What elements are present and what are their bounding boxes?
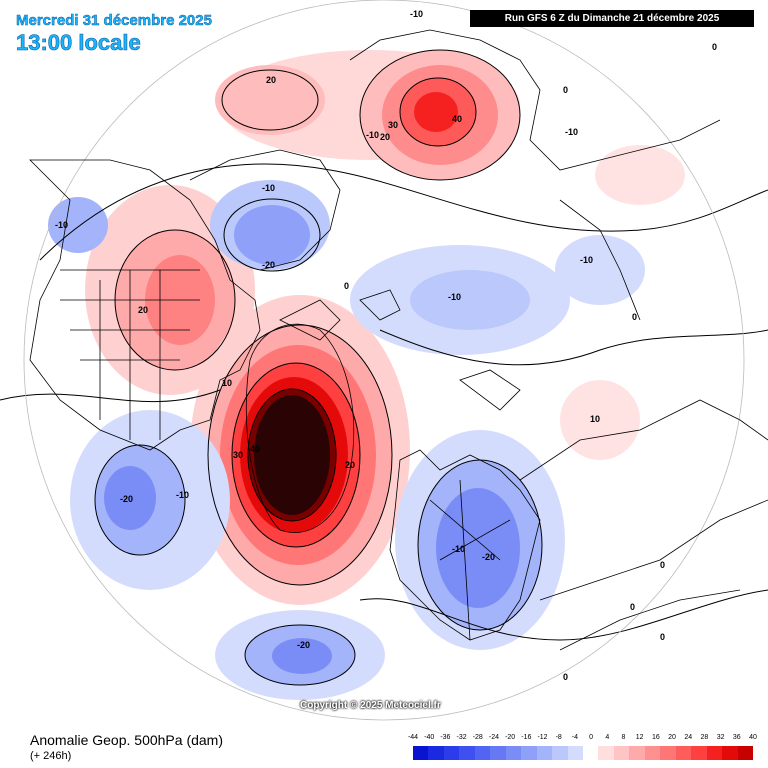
contour-label: -10	[55, 220, 68, 230]
contour-label: -10	[580, 255, 593, 265]
contour-label: -20	[262, 260, 275, 270]
contour-label: -10	[452, 544, 465, 554]
color-scale-tick: -4	[571, 734, 579, 741]
color-scale-tick: -8	[555, 734, 562, 741]
color-scale-swatch	[521, 746, 537, 760]
color-scale-tick: -36	[440, 734, 451, 741]
color-scale-swatch	[413, 746, 429, 760]
contour-label: 40	[452, 114, 462, 124]
contour-label: 10	[222, 378, 232, 388]
contour-label: -20	[120, 494, 133, 504]
color-scale-swatch	[459, 746, 475, 760]
contour-label: 0	[712, 42, 717, 52]
contour-label: 0	[563, 672, 568, 682]
contour-label: 30	[233, 450, 243, 460]
color-scale-tick: 16	[651, 734, 660, 741]
contour-label: 30	[388, 120, 398, 130]
color-scale-tick: 0	[589, 734, 594, 741]
contour-label: -10	[410, 9, 423, 19]
color-scale-tick: 40	[749, 734, 757, 741]
contour-label: 0	[344, 281, 349, 291]
color-scale: -44 -40 -36 -32 -28 -24 -20 -16 -12 -8 -4 0 4 8 12 16 20…	[408, 734, 757, 764]
color-scale-tick: -12	[537, 734, 548, 741]
color-scale-tick: -40	[424, 734, 435, 741]
color-scale-tick: -28	[472, 734, 483, 741]
color-scale-swatch	[706, 746, 723, 760]
color-scale-swatch	[428, 746, 444, 760]
color-scale-swatch	[552, 746, 568, 760]
color-scale-tick: 20	[668, 734, 676, 741]
color-scale-swatch	[598, 746, 614, 760]
copyright: Copyright © 2025 Meteociel.fr	[300, 700, 441, 711]
color-scale-swatch	[737, 746, 753, 760]
color-scale-swatch	[660, 746, 676, 760]
contour-label: 20	[380, 132, 390, 142]
color-scale-tick: -32	[456, 734, 467, 741]
color-scale-swatch	[644, 746, 661, 760]
color-scale-swatch	[567, 746, 583, 760]
color-scale-tick: 8	[621, 734, 626, 741]
contour-label: -10	[448, 292, 461, 302]
color-scale-swatch	[443, 746, 460, 760]
contour-label: -10	[565, 127, 578, 137]
color-scale-swatch	[474, 746, 491, 760]
contour-label: 10	[590, 414, 600, 424]
color-scale-tick: -24	[488, 734, 499, 741]
color-scale-swatch	[722, 746, 738, 760]
contour-label: -10	[176, 490, 189, 500]
color-scale-tick: 4	[605, 734, 610, 741]
color-scale-tick: 24	[684, 734, 693, 741]
legend-subtitle: (+ 246h)	[30, 750, 72, 762]
contour-label: 0	[660, 560, 665, 570]
color-scale-swatch	[490, 746, 506, 760]
contour-label: 20	[345, 460, 355, 470]
contour-label: 0	[660, 632, 665, 642]
color-scale-tick: -16	[521, 734, 532, 741]
coastlines	[23, 0, 768, 721]
contour-label: 0	[563, 85, 568, 95]
contour-label: 0	[630, 602, 635, 612]
anomaly-map: -10 -10 20 30 40 -10 20 0 -10 -10 -20 20…	[0, 0, 768, 721]
forecast-time: 13:00 locale	[16, 30, 141, 56]
contour-label: 20	[138, 305, 148, 315]
anomaly-fills	[48, 50, 685, 700]
legend-title: Anomalie Geop. 500hPa (dam)	[30, 732, 223, 748]
color-scale-tick: 12	[635, 734, 644, 741]
contour-label: 0	[632, 312, 637, 322]
contour-label: 20	[266, 75, 276, 85]
run-info: Run GFS 6 Z du Dimanche 21 décembre 2025	[470, 10, 754, 27]
color-scale-swatch	[613, 746, 630, 760]
color-scale-tick: -20	[505, 734, 516, 741]
color-scale-swatch	[629, 746, 645, 760]
contour-labels: -10 -10 20 30 40 -10 20 0 -10 -10 -20 20…	[55, 9, 717, 682]
color-scale-tick: 36	[732, 734, 741, 741]
contour-label: -20	[482, 552, 495, 562]
contour-label: -10	[366, 130, 379, 140]
contour-label: 40	[250, 444, 260, 454]
color-scale-tick: -44	[407, 734, 419, 741]
color-scale-tick: 28	[700, 734, 709, 741]
contour-label: -20	[297, 640, 310, 650]
contour-label: -10	[262, 183, 275, 193]
color-scale-tick: 32	[716, 734, 725, 741]
color-scale-bar	[413, 746, 753, 760]
color-scale-labels: -44 -40 -36 -32 -28 -24 -20 -16 -12 -8 -4 0 4 8 12 16 20…	[408, 734, 757, 744]
color-scale-swatch	[505, 746, 522, 760]
color-scale-swatch	[691, 746, 707, 760]
color-scale-swatch	[582, 746, 599, 760]
color-scale-swatch	[536, 746, 553, 760]
color-scale-swatch	[675, 746, 692, 760]
forecast-date: Mercredi 31 décembre 2025	[16, 12, 212, 30]
